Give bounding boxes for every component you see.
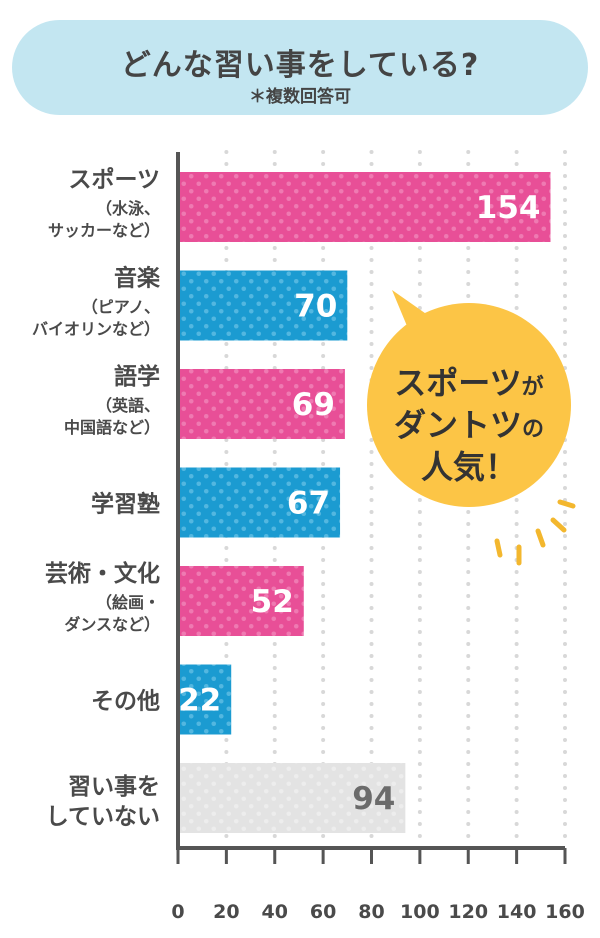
- category-labels: スポーツ （水泳、サッカーなど） 音楽 （ピアノ、バイオリンなど） 語学 （英語、中国語な…: [32, 166, 160, 830]
- category-sublabel: （英語、: [96, 396, 160, 415]
- emphasis-line: [535, 528, 546, 548]
- x-tick-label: 160: [545, 901, 585, 923]
- value-label: 67: [287, 486, 330, 522]
- x-tick-label: 20: [213, 901, 239, 923]
- x-tick-label: 60: [310, 901, 336, 923]
- callout-circle: [367, 303, 571, 507]
- value-label: 52: [251, 584, 294, 620]
- category-sublabel: （絵画・: [96, 593, 160, 612]
- callout-line1: スポーツ: [394, 364, 521, 402]
- category-label: 芸術・文化: [45, 560, 160, 587]
- category-label: スポーツ: [68, 166, 160, 193]
- category-label: その他: [91, 689, 160, 715]
- category-sublabel: （ピアノ、: [82, 298, 160, 317]
- callout-line3: 人気！: [421, 448, 517, 486]
- emphasis-line: [557, 499, 576, 509]
- chart-subtitle: ＊複数回答可: [249, 87, 351, 107]
- value-label: 70: [294, 289, 337, 325]
- category-sublabel: （水泳、: [96, 199, 160, 218]
- bar: [178, 664, 232, 735]
- x-tick-label: 40: [262, 901, 288, 923]
- svg-text:ダントツの: ダントツの: [394, 406, 544, 444]
- category-sublabel: 中国語など）: [64, 418, 160, 437]
- category-label: 学習塾: [91, 491, 160, 518]
- value-label: 154: [476, 190, 541, 226]
- bar: [178, 172, 551, 242]
- category-label: 音楽: [114, 265, 160, 292]
- category-label: 習い事を: [68, 774, 160, 800]
- emphasis-line: [494, 538, 503, 558]
- callout-line2: ダントツ: [394, 406, 522, 444]
- category-sublabel: バイオリンなど）: [32, 320, 160, 339]
- x-tick-label: 80: [358, 901, 384, 923]
- emphasis-lines: [494, 499, 576, 566]
- category-label: 語学: [114, 363, 160, 390]
- header-banner: どんな習い事をしている? ＊複数回答可: [12, 20, 588, 115]
- callout-bubble: スポーツが ダントツの 人気！: [367, 290, 576, 566]
- bars-group: 154 70 69 67 52 22 94: [178, 172, 551, 833]
- value-label: 69: [292, 387, 335, 423]
- value-label: 22: [178, 683, 221, 719]
- bar: [178, 763, 406, 833]
- x-tick-label: 140: [497, 901, 537, 923]
- axes: 0 20 40 60 80 100 120 140 160: [171, 152, 585, 923]
- value-label: 94: [352, 781, 395, 817]
- chart-title: どんな習い事をしている?: [120, 48, 480, 83]
- bar: [178, 369, 345, 439]
- category-label-line2: していない: [46, 804, 160, 830]
- bar: [178, 270, 348, 341]
- x-tick-label: 100: [400, 901, 440, 923]
- bar: [178, 566, 304, 636]
- callout-line1-small: が: [522, 374, 544, 400]
- x-tick-label: 0: [171, 901, 184, 923]
- emphasis-line: [550, 517, 567, 533]
- x-tick-label: 120: [448, 901, 488, 923]
- svg-text:スポーツが: スポーツが: [394, 364, 543, 402]
- bar: [178, 467, 341, 538]
- callout-line2-small: の: [522, 417, 544, 442]
- category-sublabel: ダンスなど）: [64, 615, 160, 634]
- category-sublabel: サッカーなど）: [48, 221, 160, 240]
